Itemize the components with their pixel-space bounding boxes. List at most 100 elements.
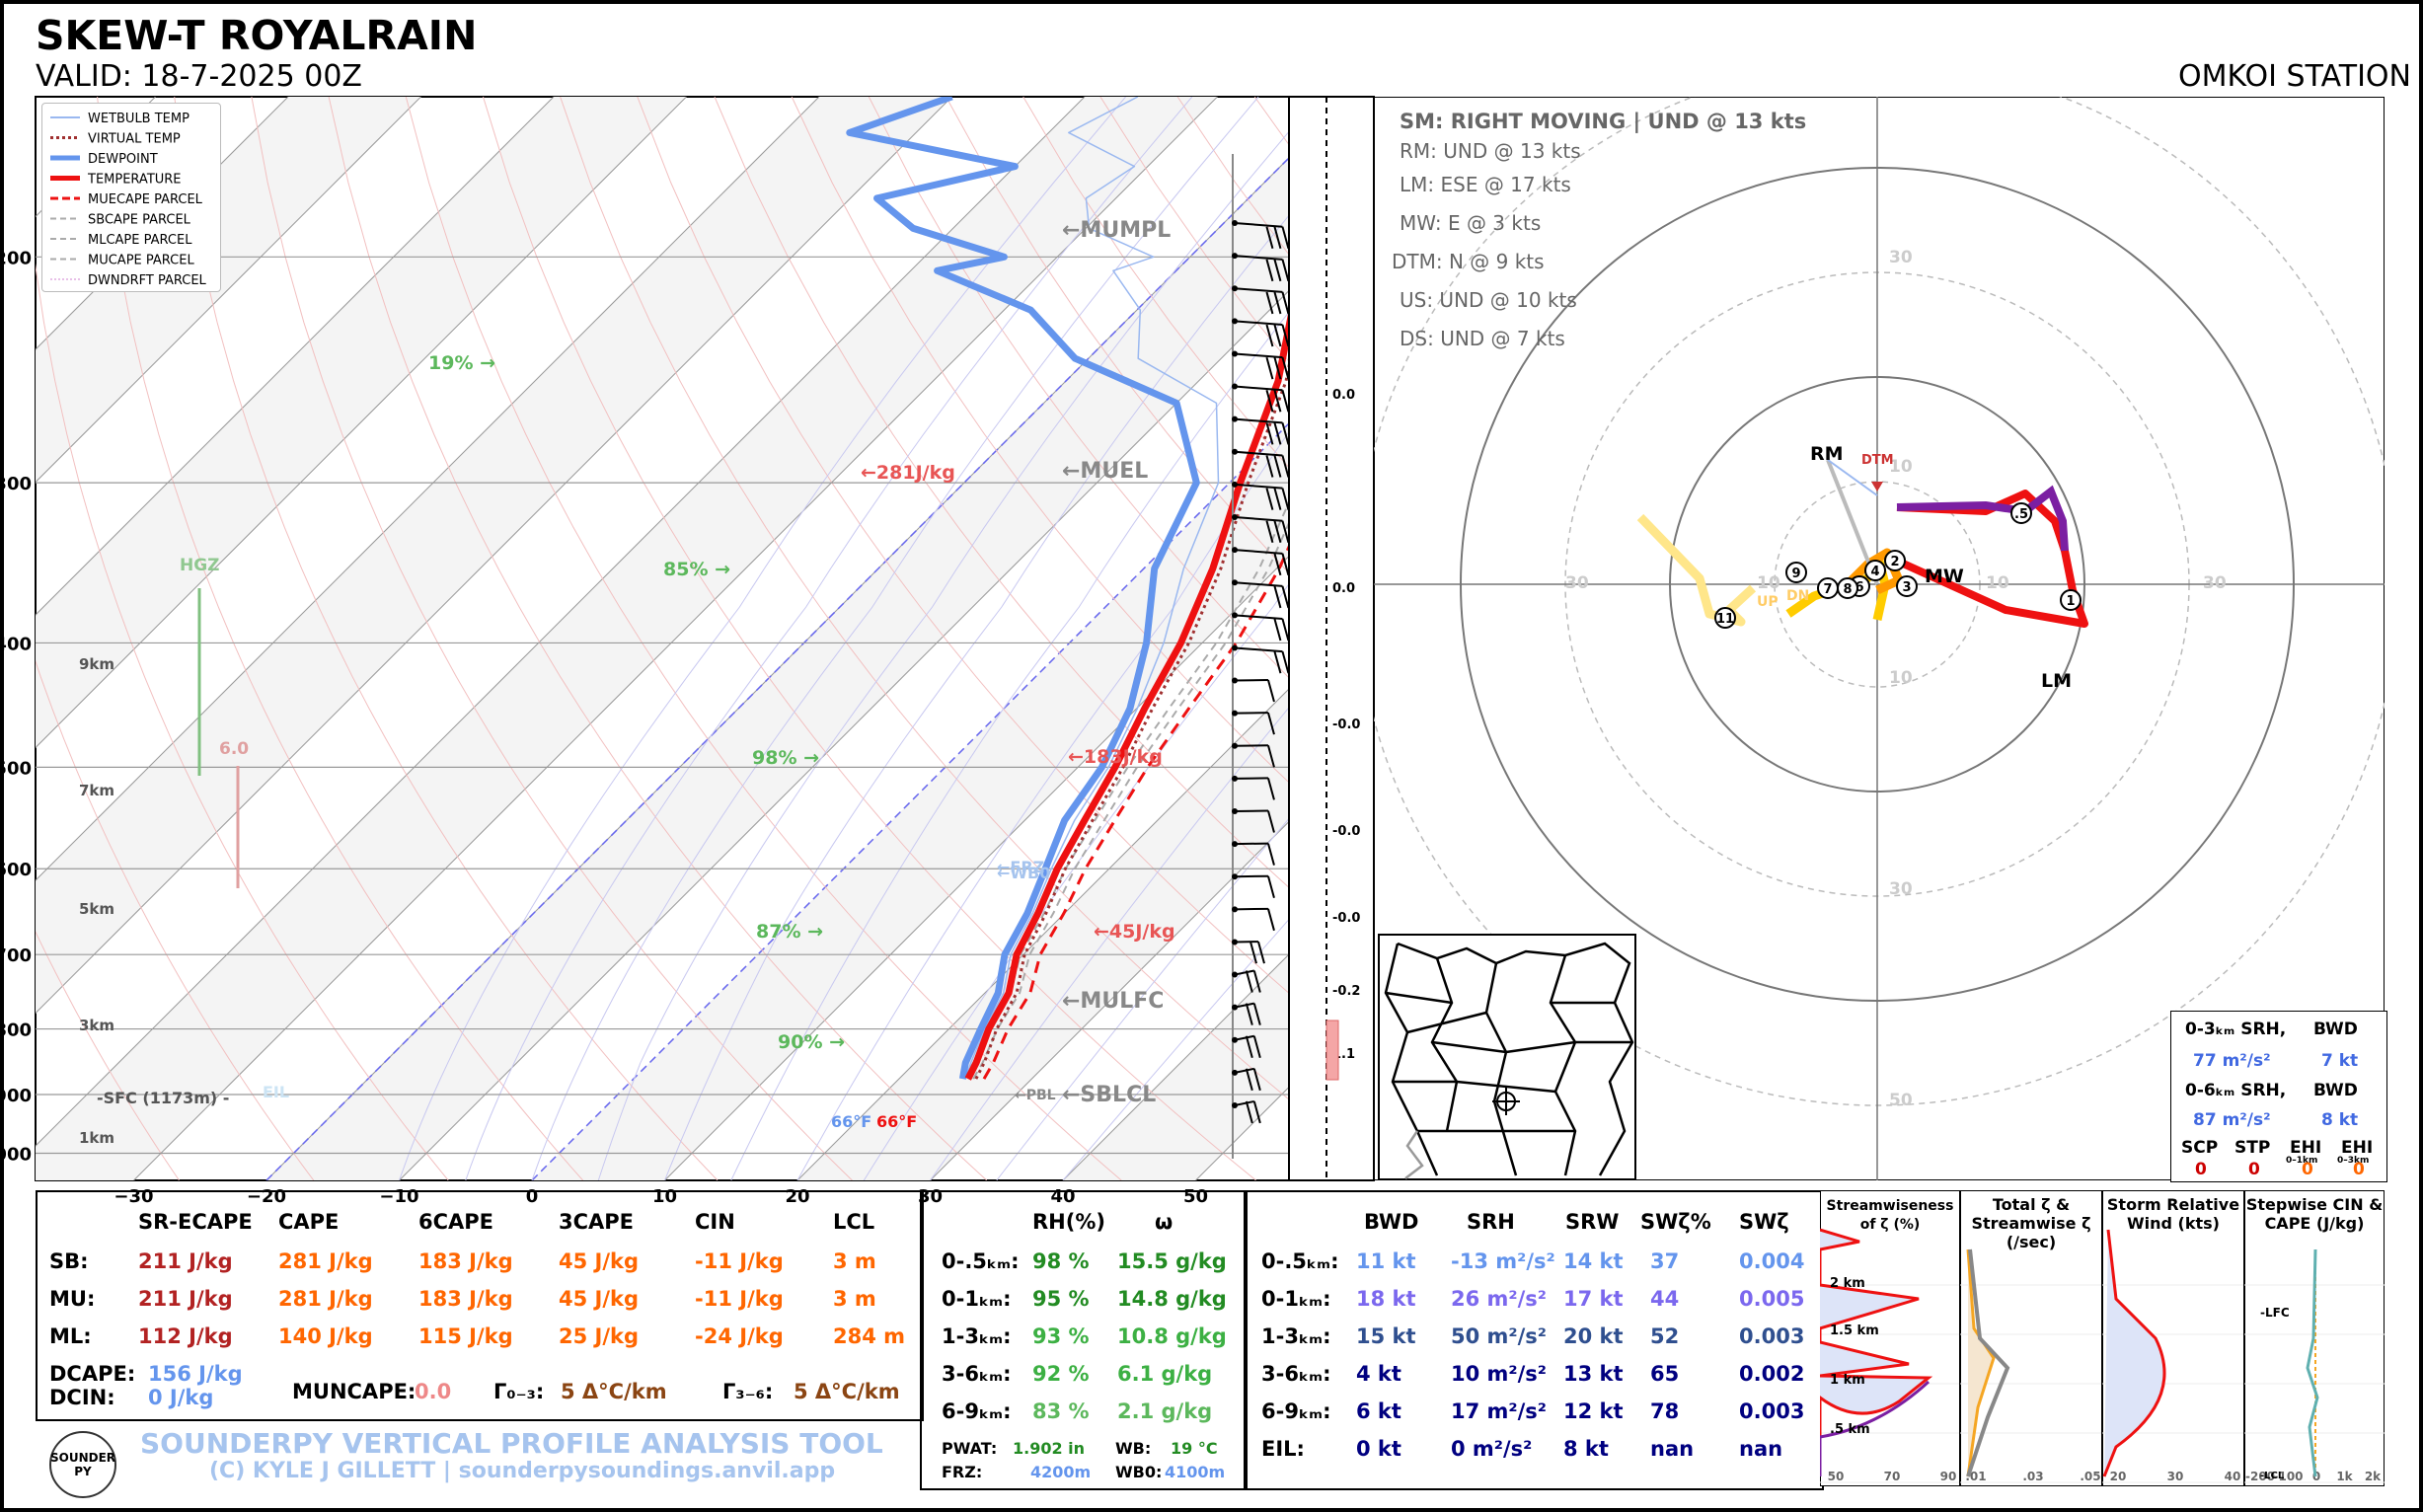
hodo-height-label: 8 — [1843, 582, 1852, 597]
thermo-cell: 284 m — [833, 1324, 906, 1348]
level-marker: ←MUMPL — [1062, 218, 1171, 243]
legend-label: SBCAPE PARCEL — [88, 213, 191, 228]
kin-cell: nan — [1650, 1437, 1695, 1461]
barb-shaft — [1234, 385, 1283, 392]
lapse-36-value: 5 Δ°C/km — [794, 1380, 900, 1403]
th-srh: SRH — [1467, 1210, 1515, 1234]
isotherm — [1062, 953, 1289, 1180]
hodo-trace-low — [1842, 548, 1904, 595]
chart-title: SKEW-T ROYALRAIN — [36, 12, 478, 59]
barb-flag — [1273, 520, 1282, 543]
wb0-label: WB0: — [1115, 1463, 1163, 1481]
hodo-height-point — [1785, 562, 1807, 583]
barb-flag — [1273, 455, 1282, 478]
isotherm — [36, 97, 555, 616]
moist-rh-cell: 98 % — [1032, 1249, 1090, 1273]
moist-row-label: 0-1ₖₘ: — [942, 1287, 1012, 1311]
thermo-cell: -24 J/kg — [695, 1324, 784, 1348]
barb-shaft — [1234, 809, 1268, 812]
kin-cell: 26 m²/s² — [1451, 1287, 1547, 1311]
kin-cell: 65 — [1650, 1362, 1680, 1386]
cape-label: ←281J/kg — [861, 462, 955, 484]
barb-flag — [1281, 291, 1290, 315]
rh-label: 98% → — [752, 747, 819, 769]
total-vorticity — [1966, 1248, 1996, 1477]
isotherm — [36, 97, 1086, 1147]
barb-flag — [1265, 226, 1274, 249]
srh-03-label: 0-3ₖₘ SRH, — [2185, 1020, 2287, 1039]
kin-cell: 0.004 — [1739, 1249, 1805, 1273]
barb-flag — [1252, 1035, 1261, 1058]
kin-cell: 78 — [1650, 1399, 1680, 1423]
barb-shaft — [1234, 516, 1283, 522]
kin-cell: 50 m²/s² — [1451, 1324, 1547, 1348]
pressure-tick: 700 — [4, 945, 32, 966]
barb-flag — [1252, 1068, 1261, 1092]
mini-tick: 1k — [2336, 1470, 2353, 1483]
barb-flag — [1281, 324, 1290, 347]
barb-flag — [1257, 941, 1265, 964]
pressure-tick: 800 — [4, 1021, 32, 1041]
hodo-ring-label: 10 — [1889, 457, 1913, 477]
station-name: OMKOI STATION — [2178, 59, 2411, 94]
muecape-parcel — [982, 543, 1289, 1080]
moist-rh-cell: 83 % — [1032, 1399, 1090, 1423]
barb-shaft — [1234, 549, 1283, 555]
isotherm — [930, 820, 1289, 1180]
dtm-line — [1827, 459, 1878, 496]
mini-title: CAPE (J/kg) — [2265, 1214, 2365, 1233]
barb-flag — [1266, 712, 1275, 735]
barb-flag — [1245, 1100, 1253, 1124]
pressure-tick: 200 — [4, 248, 32, 268]
cin-trace — [2306, 1248, 2319, 1477]
srh-box: 0-3ₖₘ SRH, BWD 77 m²/s² 7 kt 0-6ₖₘ SRH, … — [2170, 1011, 2387, 1182]
hodo-height-point — [1837, 577, 1858, 599]
srh-06-value: 87 m²/s² — [2193, 1110, 2271, 1130]
moist-w-cell: 2.1 g/kg — [1117, 1399, 1213, 1423]
omega-label: 0.0 — [1332, 581, 1355, 596]
pressure-tick: 500 — [4, 758, 32, 779]
streamwise-trace — [1820, 1228, 1933, 1476]
height-label: 5km — [79, 900, 114, 918]
barb-flag — [1273, 422, 1282, 445]
barb-flag — [1281, 356, 1290, 380]
mini-tick: .03 — [2022, 1470, 2043, 1483]
hodo-height-point — [1864, 560, 1886, 581]
dcape-label: DCAPE: — [49, 1362, 136, 1386]
mini-title: Storm Relative — [2107, 1195, 2239, 1214]
sr-wind-trace — [2102, 1229, 2166, 1477]
barb-shaft — [1234, 874, 1268, 878]
rh-label: 19% → — [428, 352, 495, 374]
thermo-row-label: SB: — [49, 1249, 89, 1273]
hodo-height-point — [1714, 607, 1736, 629]
hodo-ring-label: 10 — [1889, 668, 1913, 688]
kin-cell: 14 kt — [1563, 1249, 1624, 1273]
kin-cell: 17 m²/s² — [1451, 1399, 1547, 1423]
mini-tick: 70 — [1884, 1470, 1901, 1483]
dewpoint-sfc-label: 66°F — [831, 1112, 871, 1131]
barb-flag — [1273, 553, 1282, 576]
moist-row-label: 6-9ₖₘ: — [942, 1399, 1012, 1423]
kin-cell: 13 kt — [1563, 1362, 1624, 1386]
kin-cell: nan — [1739, 1437, 1783, 1461]
height-label: 7km — [79, 782, 114, 799]
barb-flag — [1273, 259, 1282, 282]
bwd-06-value: 8 kt — [2321, 1110, 2359, 1130]
hodo-height-point — [2060, 589, 2082, 611]
storm-motion-ds: DS: UND @ 7 kts — [1400, 327, 1565, 350]
hodo-marker-label: DTM — [1861, 453, 1894, 468]
isotherm-band — [36, 97, 1218, 1180]
legend-label: DEWPOINT — [88, 152, 158, 167]
kin-cell: 0.003 — [1739, 1399, 1805, 1423]
wb-label: WB: — [1115, 1439, 1152, 1458]
mini-tick: -200 — [2245, 1470, 2275, 1483]
mini-tick: 90 — [1940, 1470, 1957, 1483]
storm-motion-sm: SM: RIGHT MOVING | UND @ 13 kts — [1400, 110, 1807, 133]
thermo-cell: 112 J/kg — [138, 1324, 233, 1348]
moist-w-cell: 14.8 g/kg — [1117, 1287, 1227, 1311]
thermo-cell: 211 J/kg — [138, 1287, 233, 1311]
mini-title: (/sec) — [2007, 1233, 2056, 1251]
isotherm — [796, 688, 1289, 1180]
storm-motion-dtm: DTM: N @ 9 kts — [1392, 250, 1545, 273]
mini-height-label: 2 km — [1830, 1276, 1865, 1291]
